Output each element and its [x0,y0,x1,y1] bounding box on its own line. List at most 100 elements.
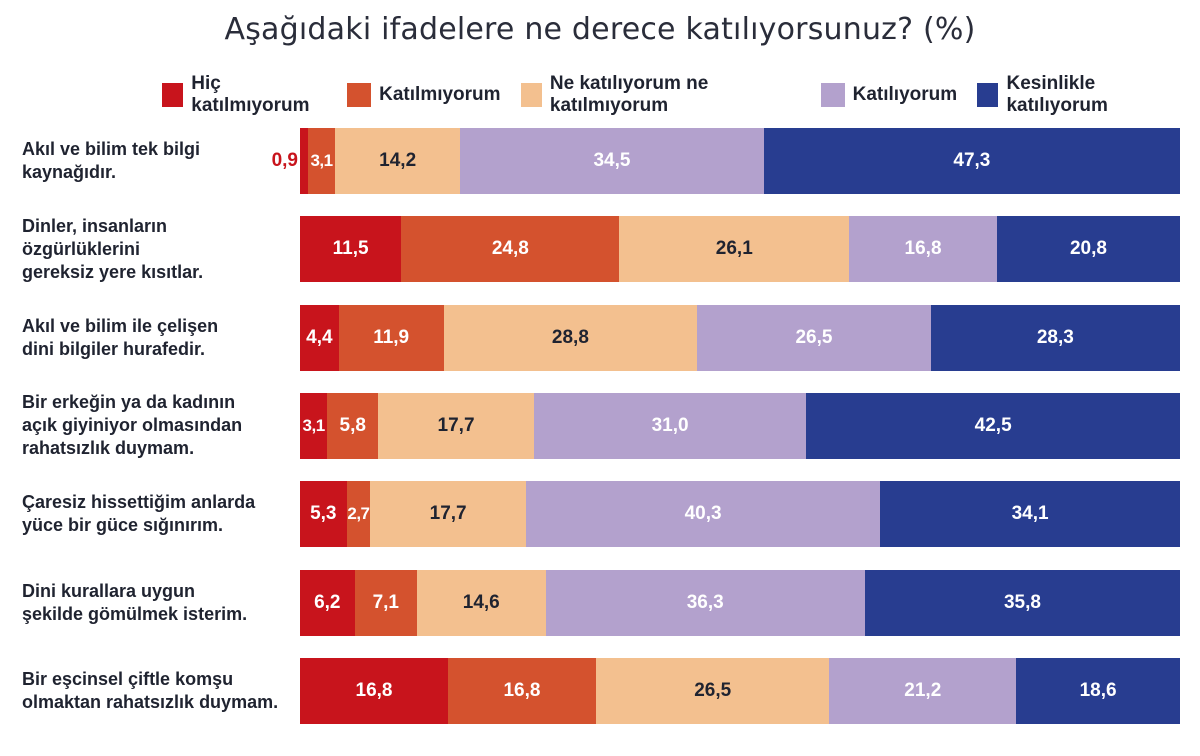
bar-3-segment-3: 28,8 [443,304,698,371]
bar-2-segment-4: 16,8 [849,216,997,283]
bar-7-segment-2: 16,8 [447,657,596,724]
data-label: 18,6 [1079,679,1117,701]
bar-7-segment-1: 16,8 [300,657,448,724]
legend-item-1: Hiç katılmıyorum [162,73,327,117]
bar-5-segment-1: 5,3 [300,481,347,548]
legend-item-4: Katılıyorum [820,83,958,107]
bar-7: 16,8 16,8 26,5 21,2 18,6 [300,657,1180,724]
data-label: 4,4 [306,326,333,348]
row-label-3: Akıl ve bilim ile çelişen dini bilgiler … [22,315,219,359]
bar-4-segment-4: 31,0 [533,392,807,459]
data-label: 2,7 [347,504,370,524]
data-label: 7,1 [372,591,399,613]
legend-item-2: Katılmıyorum [347,83,501,107]
legend-swatch-5 [977,83,999,107]
bar-5-segment-5: 34,1 [880,481,1180,548]
bar-3-segment-1: 4,4 [300,304,339,371]
data-label: 16,8 [355,679,393,701]
bar-1-segment-1: 0,9 [272,128,308,194]
data-label: 21,2 [904,679,942,701]
bar-4-segment-2: 5,8 [327,392,379,459]
data-label: 35,8 [1003,591,1041,613]
bar-2: 11,5 24,8 26,1 16,8 20,8 [300,216,1180,283]
data-label: 36,3 [686,591,724,613]
data-label: 14,6 [462,591,500,613]
bar-5-segment-2: 2,7 [346,481,371,548]
data-label: 17,7 [429,503,467,525]
bar-6-segment-4: 36,3 [545,569,865,636]
bar-4-segment-1: 3,1 [300,392,328,459]
row-label-1: Akıl ve bilim tek bilgi kaynağıdır. [22,139,201,182]
bar-2-segment-5: 20,8 [996,216,1180,283]
data-label: 11,9 [373,326,410,348]
legend-label-1: Hiç katılmıyorum [191,73,310,116]
bar-3-segment-2: 11,9 [338,304,444,371]
bar-3-segment-5: 28,3 [930,304,1180,371]
data-label: 17,7 [437,414,475,436]
row-label-7: Bir eşcinsel çiftle komşu olmaktan rahat… [22,668,279,712]
data-label: 34,1 [1011,503,1049,525]
data-label: 26,1 [715,238,753,260]
bar-7-segment-3: 26,5 [595,657,830,724]
data-label: 5,8 [339,414,366,436]
bar-4-segment-5: 42,5 [806,392,1180,459]
bar-2-segment-3: 26,1 [619,216,850,283]
bar-7-segment-5: 18,6 [1016,657,1180,724]
legend: Hiç katılmıyorum Katılmıyorum Ne katılıyor… [162,73,1200,116]
bar-5-segment-4: 40,3 [525,481,881,548]
legend-item-3: Ne katılıyorum ne katılmıyorum [520,73,801,117]
data-label: 14,2 [379,150,417,171]
bar-1: 0,9 3,1 14,2 34,5 47,3 [272,128,1180,194]
bar-6-segment-3: 14,6 [417,569,546,636]
data-label: 26,5 [694,679,732,701]
bar-1-segment-3: 14,2 [335,128,461,194]
legend-label-2: Katılmıyorum [379,84,501,105]
legend-swatch-4 [820,83,845,107]
legend-label-3: Ne katılıyorum ne katılmıyorum [549,73,709,116]
data-label: 3,1 [302,415,326,435]
bar-4-segment-3: 17,7 [378,392,534,459]
bar-6-segment-5: 35,8 [864,569,1180,636]
row-label-6: Dini kurallara uygun şekilde gömülmek is… [22,580,248,624]
data-label: 24,8 [491,238,529,260]
data-label: 3,1 [310,151,333,170]
data-label: 28,3 [1036,326,1074,348]
data-label: 31,0 [651,414,689,436]
bar-3: 4,4 11,9 28,8 26,5 28,3 [300,304,1180,371]
data-label: 40,3 [684,503,722,525]
data-label: 16,8 [904,238,942,260]
bar-6-segment-2: 7,1 [354,569,418,636]
data-label: 34,5 [593,150,631,171]
data-label: 20,8 [1069,238,1107,260]
row-label-4: Bir erkeğin ya da kadının açık giyiniyor… [22,392,243,459]
bar-5: 5,3 2,7 17,7 40,3 34,1 [300,481,1180,548]
legend-swatch-2 [347,83,372,107]
bar-6: 6,2 7,1 14,6 36,3 35,8 [300,569,1180,636]
bar-6-segment-1: 6,2 [300,569,355,636]
bar-1-segment-4: 34,5 [460,128,764,194]
data-label: 42,5 [974,414,1012,436]
data-label: 16,8 [503,679,541,701]
bar-2-segment-2: 24,8 [401,216,620,283]
row-label-2: Dinler, insanların özgürlüklerini gereks… [22,215,204,282]
legend-label-5: Kesinlikle katılıyorum [1006,73,1108,116]
chart-title: Aşağıdaki ifadelere ne derece katılıyors… [224,12,976,47]
bar-3-segment-4: 26,5 [697,304,931,371]
bar-5-segment-3: 17,7 [370,481,526,548]
legend-item-5: Kesinlikle katılıyorum [977,73,1180,117]
legend-swatch-3 [520,83,542,107]
legend-swatch-1 [162,83,184,107]
data-label: 6,2 [314,591,341,613]
data-label: 11,5 [332,238,369,260]
bar-1-segment-2: 3,1 [307,128,336,194]
data-label: 5,3 [310,503,337,525]
bar-7-segment-4: 21,2 [829,657,1017,724]
bar-1-segment-5: 47,3 [763,128,1180,194]
data-label: 26,5 [795,326,833,348]
data-label: 0,9 [271,150,298,171]
data-label: 47,3 [953,150,991,171]
legend-label-4: Katılıyorum [852,84,958,105]
row-label-5: Çaresiz hissettiğim anlarda yüce bir güc… [22,492,256,536]
bar-2-segment-1: 11,5 [300,216,402,283]
